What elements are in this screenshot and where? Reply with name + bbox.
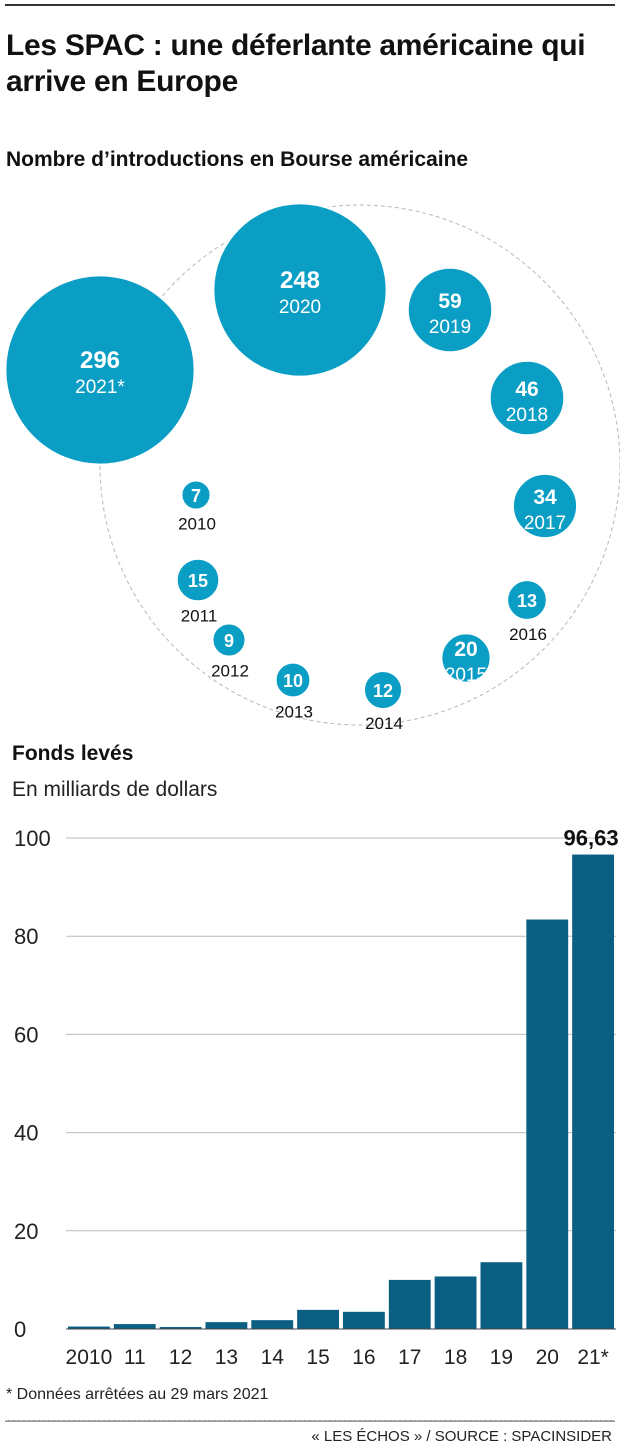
bar-21 [572, 854, 614, 1329]
bubble-value: 13 [517, 591, 537, 611]
bar-19 [480, 1262, 523, 1329]
bubble-circle [4, 274, 196, 466]
x-tick-label: 20 [536, 1346, 559, 1369]
footnote: * Données arrêtées au 29 mars 2021 [6, 1386, 269, 1403]
bubble-year: 2010 [178, 515, 216, 534]
bubble-circle [175, 557, 221, 603]
page-title: Les SPAC : une déferlante américaine qui… [6, 29, 586, 98]
bubble-circle [362, 669, 404, 711]
bar-18 [434, 1276, 477, 1329]
bubble-2012: 9 2012 [211, 622, 249, 681]
x-tick-label: 13 [215, 1346, 238, 1369]
bubble-2015: 20 2015 [440, 632, 492, 686]
bubble-value: 34 [533, 486, 557, 509]
bottom-rule [5, 1420, 615, 1422]
funds-title: Fonds levés [12, 742, 134, 765]
bar-14 [251, 1320, 294, 1329]
bubble-value: 12 [373, 681, 393, 701]
bar-17 [388, 1279, 431, 1329]
bubble-circle [274, 661, 312, 699]
x-tick-label: 18 [444, 1346, 467, 1369]
x-tick-label: 21* [577, 1346, 609, 1369]
top-rule [5, 4, 615, 6]
bubble-circle [488, 359, 566, 437]
bubble-2021: 296 2021* [4, 274, 196, 466]
bubble-2020: 248 2020 [212, 202, 388, 378]
bubble-2018: 46 2018 [488, 359, 566, 437]
bubble-2010: 7 2010 [178, 479, 216, 534]
bubble-2019: 59 2019 [406, 266, 494, 354]
x-tick-label: 16 [352, 1346, 375, 1369]
bubble-2013: 10 2013 [274, 661, 313, 721]
bubble-circle [180, 479, 212, 511]
x-tick-label: 2010 [66, 1346, 113, 1369]
bubble-year: 2021* [75, 377, 125, 398]
bubble-value: 248 [280, 267, 320, 294]
bubble-value: 296 [80, 347, 120, 374]
y-tick-label: 20 [14, 1219, 38, 1244]
bubble-circle [406, 266, 494, 354]
bubble-chart: 7 2010 15 2011 9 2012 10 2013 12 2014 20 2015 13 2016… [4, 202, 620, 733]
bubble-year: 2020 [279, 297, 321, 318]
bar-15 [297, 1309, 339, 1329]
bubble-year: 2012 [211, 662, 249, 681]
bubble-year: 2019 [429, 317, 471, 338]
bubble-circle [440, 632, 492, 684]
bubble-2017: 34 2017 [511, 472, 579, 540]
y-tick-label: 60 [14, 1022, 38, 1047]
x-tick-label: 14 [261, 1346, 285, 1369]
y-tick-label: 100 [14, 826, 51, 851]
funds-unit: En milliards de dollars [12, 778, 218, 801]
bubble-value: 46 [515, 378, 538, 401]
bubble-value: 9 [224, 631, 234, 651]
bar-16 [343, 1311, 385, 1329]
bubble-year: 2015 [445, 665, 487, 686]
x-tick-label: 17 [398, 1346, 421, 1369]
bubble-value: 10 [283, 671, 303, 691]
bubble-year: 2014 [365, 714, 403, 733]
x-tick-label: 19 [490, 1346, 513, 1369]
bubble-circle [506, 579, 548, 621]
y-tick-label: 80 [14, 924, 38, 949]
x-tick-label: 15 [306, 1346, 329, 1369]
bubble-year: 2013 [275, 702, 313, 721]
bar-11 [113, 1324, 156, 1329]
bubble-circle [212, 202, 388, 378]
x-tick-label: 12 [169, 1346, 192, 1369]
bar-chart: 0 20 40 60 80 100 2010 11 12 13 14 15 16 17 18 19 20 21* 9… [14, 826, 619, 1369]
bubble-year: 2018 [506, 405, 548, 426]
bar-2010 [68, 1326, 110, 1329]
bubble-circle [211, 622, 247, 658]
bar-13 [205, 1322, 248, 1329]
y-tick-label: 0 [14, 1317, 26, 1342]
bubble-value: 15 [188, 571, 208, 591]
bubble-year: 2016 [509, 625, 547, 644]
bubble-guide-path [99, 204, 620, 726]
source-credit: « LES ÉCHOS » / SOURCE : SPACINSIDER [311, 1428, 612, 1445]
bubble-value: 59 [438, 290, 461, 313]
bubble-year: 2017 [524, 513, 566, 534]
bar-value-label: 96,63 [564, 826, 619, 851]
bubble-2014: 12 2014 [362, 669, 404, 733]
bubble-2011: 15 2011 [175, 557, 221, 625]
bar-20 [526, 919, 569, 1329]
bubble-year: 2011 [181, 606, 218, 625]
bar-12 [159, 1327, 202, 1329]
bubble-value: 20 [454, 638, 477, 661]
bubble-value: 7 [191, 486, 201, 506]
bubble-chart-subtitle: Nombre d’introductions en Bourse américa… [6, 148, 469, 171]
y-tick-label: 40 [14, 1121, 38, 1146]
bubble-2016: 13 2016 [506, 579, 548, 644]
bubble-circle [511, 472, 579, 540]
x-tick-label: 11 [124, 1346, 146, 1369]
